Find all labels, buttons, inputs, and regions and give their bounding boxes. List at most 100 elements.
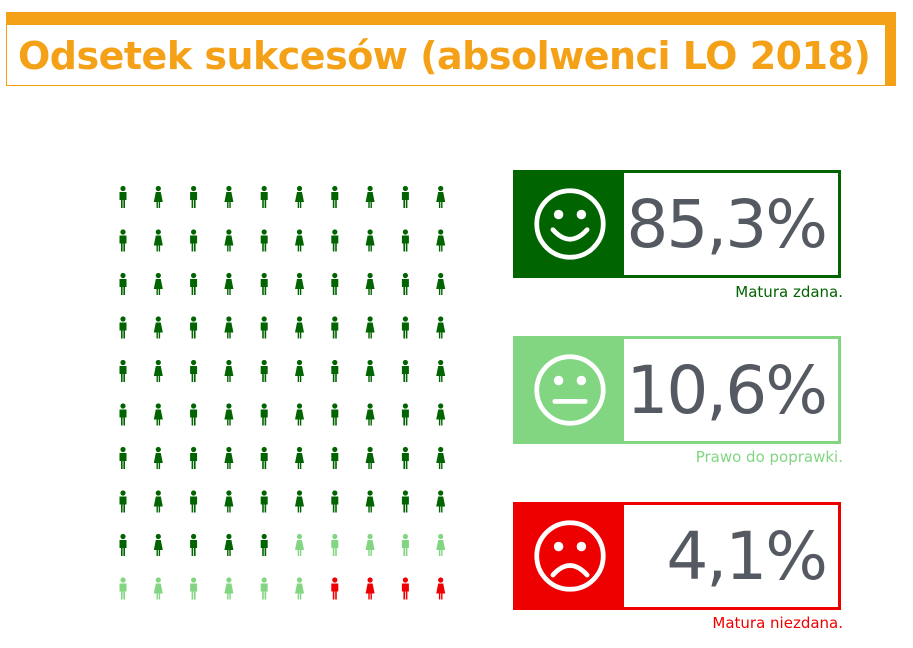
female-person-icon-failed [436, 577, 446, 600]
female-person-icon-passed [224, 490, 234, 513]
male-person-icon-passed [190, 490, 198, 513]
male-person-icon-passed [401, 185, 409, 208]
male-person-icon-passed [119, 185, 127, 208]
male-person-icon-failed [401, 577, 409, 600]
female-person-icon-passed [365, 316, 375, 339]
male-person-icon-passed [331, 490, 339, 513]
male-person-icon-passed [260, 272, 268, 295]
female-person-icon-passed [436, 446, 446, 469]
male-person-icon-passed [260, 185, 268, 208]
female-person-icon-passed [295, 403, 304, 426]
female-person-icon-passed [224, 272, 234, 295]
female-person-icon-passed [436, 490, 446, 513]
male-person-icon-passed [401, 272, 409, 295]
male-person-icon-passed [119, 490, 127, 513]
female-person-icon-passed [365, 490, 375, 513]
female-person-icon-passed [153, 229, 163, 252]
female-person-icon-passed [436, 272, 446, 295]
male-person-icon-passed [331, 272, 339, 295]
female-person-icon-retake [365, 533, 375, 556]
stat-caption-retake: Prawo do poprawki. [695, 448, 843, 466]
male-person-icon-passed [401, 490, 409, 513]
male-person-icon-passed [190, 272, 198, 295]
stat-box-retake: 10,6% [513, 336, 841, 444]
female-person-icon-passed [295, 446, 304, 469]
male-person-icon-passed [190, 359, 198, 382]
male-person-icon-passed [260, 490, 268, 513]
female-person-icon-passed [295, 185, 304, 208]
stat-face-passed [516, 173, 624, 275]
stat-face-retake [516, 339, 624, 441]
male-person-icon-passed [260, 403, 268, 426]
male-person-icon-passed [190, 533, 198, 556]
female-person-icon-passed [224, 185, 234, 208]
male-person-icon-passed [119, 446, 127, 469]
female-person-icon-passed [365, 446, 375, 469]
male-person-icon-passed [190, 316, 198, 339]
male-person-icon-retake [190, 577, 198, 600]
female-person-icon-retake [153, 577, 163, 600]
female-person-icon-passed [224, 533, 234, 556]
male-person-icon-passed [401, 229, 409, 252]
male-person-icon-retake [331, 533, 339, 556]
male-person-icon-passed [331, 316, 339, 339]
male-person-icon-passed [190, 185, 198, 208]
stat-value-passed: 85,3% [626, 185, 828, 263]
female-person-icon-passed [224, 229, 234, 252]
stat-value-failed: 4,1% [666, 517, 828, 595]
male-person-icon-passed [260, 533, 268, 556]
female-person-icon-passed [153, 185, 163, 208]
male-person-icon-passed [260, 446, 268, 469]
male-person-icon-retake [401, 533, 409, 556]
female-person-icon-passed [365, 229, 375, 252]
male-person-icon-retake [260, 577, 268, 600]
male-person-icon-passed [401, 446, 409, 469]
stat-face-failed [516, 505, 624, 607]
female-person-icon-passed [153, 533, 163, 556]
stat-box-passed: 85,3% [513, 170, 841, 278]
smiling-face-icon [534, 188, 606, 260]
female-person-icon-passed [295, 229, 304, 252]
female-person-icon-passed [224, 403, 234, 426]
female-person-icon-passed [436, 316, 446, 339]
female-person-icon-passed [153, 446, 163, 469]
male-person-icon-passed [401, 359, 409, 382]
female-person-icon-passed [295, 359, 304, 382]
female-person-icon-passed [365, 185, 375, 208]
male-person-icon-passed [119, 316, 127, 339]
female-person-icon-passed [224, 316, 234, 339]
title-box [6, 24, 886, 86]
male-person-icon-passed [260, 359, 268, 382]
male-person-icon-passed [190, 403, 198, 426]
chart-title: Odsetek sukcesów (absolwenci LO 2018) [18, 34, 871, 78]
male-person-icon-passed [401, 316, 409, 339]
stat-box-failed: 4,1% [513, 502, 841, 610]
male-person-icon-passed [190, 446, 198, 469]
male-person-icon-passed [401, 403, 409, 426]
male-person-icon-passed [119, 229, 127, 252]
female-person-icon-passed [436, 185, 446, 208]
female-person-icon-passed [153, 316, 163, 339]
male-person-icon-passed [119, 533, 127, 556]
female-person-icon-retake [224, 577, 234, 600]
female-person-icon-failed [365, 577, 375, 600]
female-person-icon-passed [295, 272, 304, 295]
female-person-icon-passed [224, 359, 234, 382]
stat-caption-passed: Matura zdana. [735, 283, 843, 301]
male-person-icon-passed [331, 229, 339, 252]
male-person-icon-passed [119, 359, 127, 382]
male-person-icon-passed [260, 316, 268, 339]
female-person-icon-passed [436, 359, 446, 382]
male-person-icon-passed [331, 403, 339, 426]
female-person-icon-retake [436, 533, 446, 556]
female-person-icon-retake [295, 533, 304, 556]
female-person-icon-passed [153, 359, 163, 382]
male-person-icon-retake [119, 577, 127, 600]
female-person-icon-passed [224, 446, 234, 469]
female-person-icon-passed [436, 403, 446, 426]
female-person-icon-passed [153, 272, 163, 295]
stat-value-retake: 10,6% [626, 351, 828, 429]
male-person-icon-passed [119, 403, 127, 426]
female-person-icon-passed [153, 403, 163, 426]
